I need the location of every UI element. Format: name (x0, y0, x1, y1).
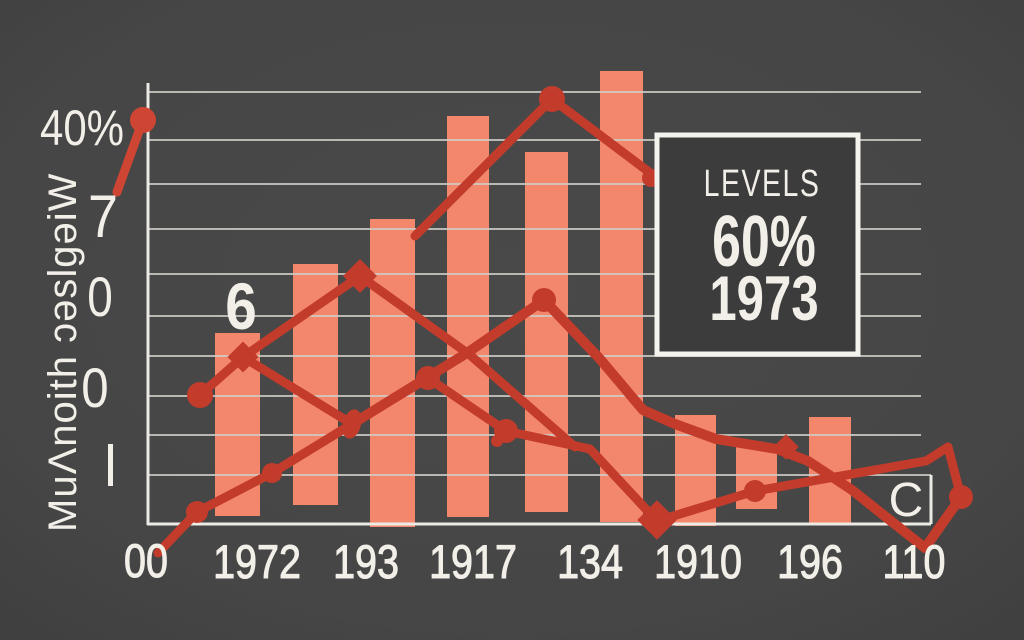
svg-text:00: 00 (124, 536, 168, 588)
svg-text:C: C (889, 474, 924, 527)
svg-text:1910: 1910 (654, 537, 742, 589)
svg-text:LEVELS: LEVELS (704, 163, 821, 205)
svg-text:MuΛnoith ɔəslgəiW: MuΛnoith ɔəslgəiW (41, 173, 85, 532)
svg-text:110: 110 (883, 537, 946, 589)
svg-text:0: 0 (87, 266, 113, 328)
svg-text:6: 6 (225, 270, 257, 344)
svg-text:193: 193 (333, 537, 399, 589)
svg-text:196: 196 (777, 537, 843, 589)
svg-text:60%: 60% (712, 202, 816, 282)
svg-text:1973: 1973 (709, 263, 818, 333)
svg-text:0: 0 (81, 357, 108, 420)
svg-text:1917: 1917 (429, 537, 517, 589)
svg-text:7: 7 (88, 183, 118, 250)
svg-text:134: 134 (557, 537, 623, 589)
svg-text:1972: 1972 (213, 537, 301, 589)
svg-text:40%: 40% (40, 100, 124, 156)
